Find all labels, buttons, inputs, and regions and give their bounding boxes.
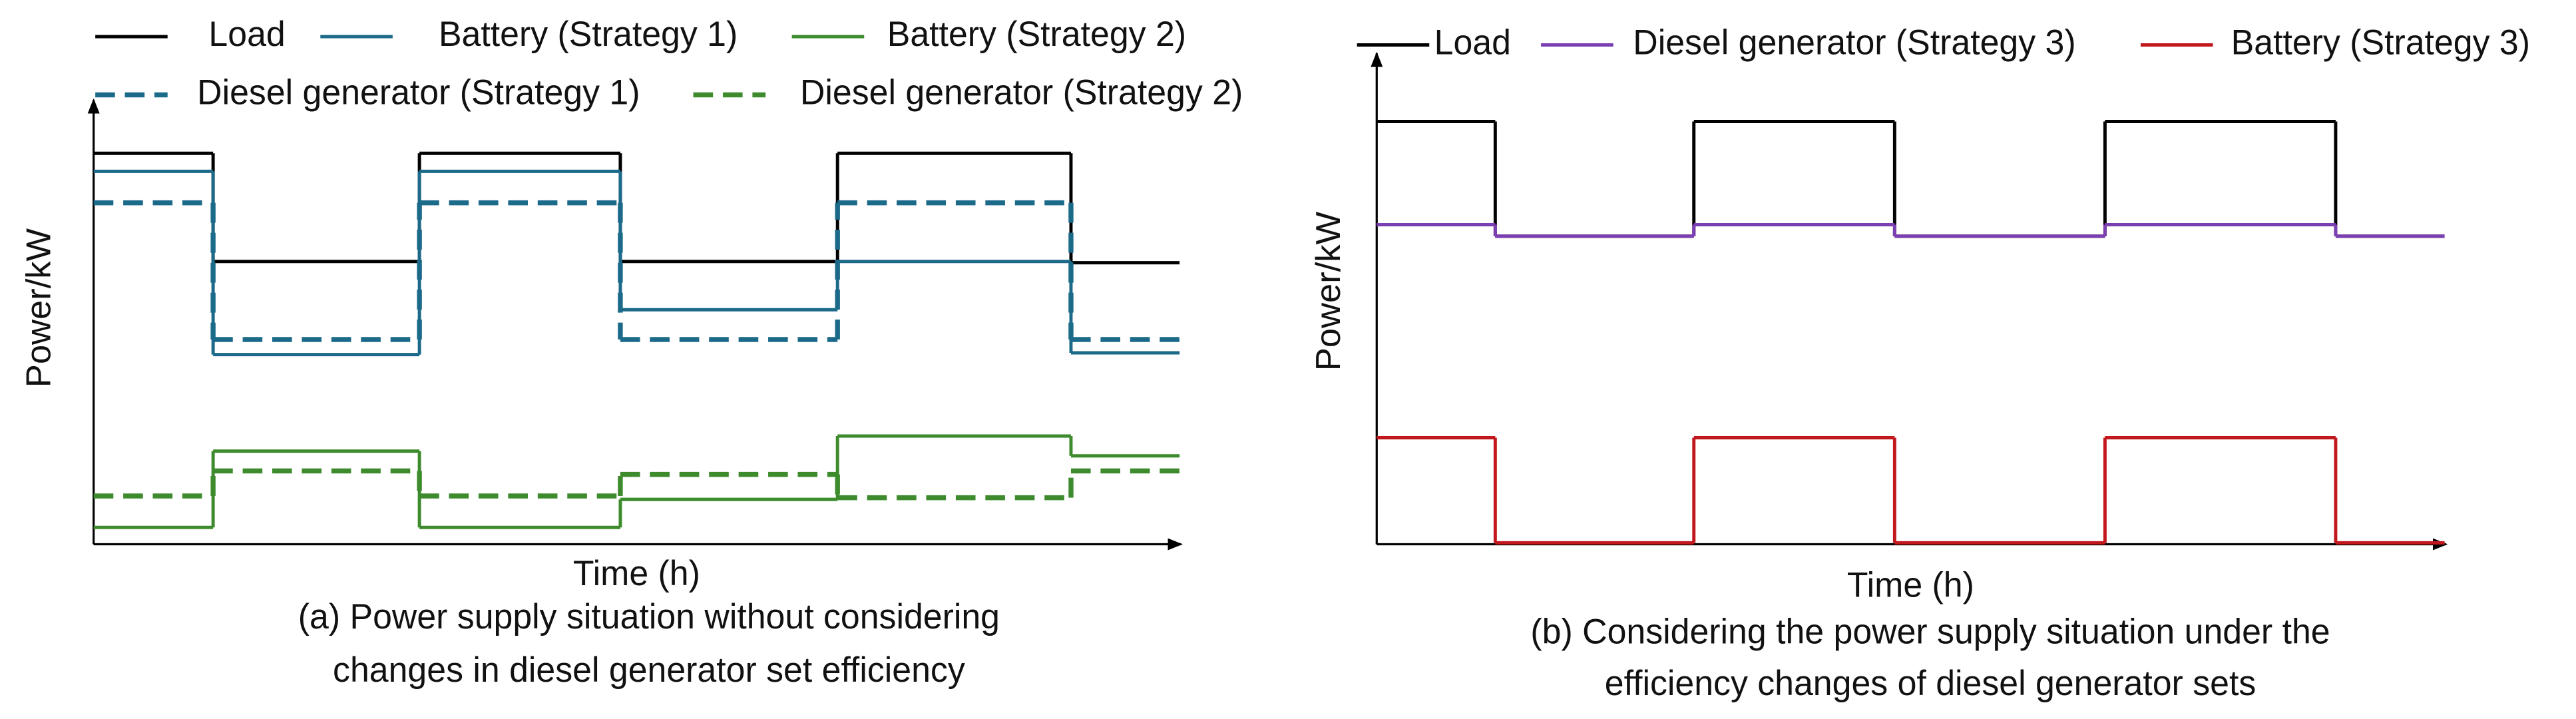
legend-label: Battery (Strategy 1) (439, 15, 738, 54)
legend-label: Battery (Strategy 3) (2231, 23, 2530, 62)
legend-label: Diesel generator (Strategy 2) (800, 73, 1243, 112)
caption: efficiency changes of diesel generator s… (1605, 664, 2256, 703)
legend-label: Battery (Strategy 2) (887, 15, 1186, 54)
y-axis-label: Power/kW (1309, 211, 1348, 371)
caption: (a) Power supply situation without consi… (298, 598, 1000, 636)
caption: changes in diesel generator set efficien… (333, 651, 965, 690)
legend-label: Diesel generator (Strategy 1) (197, 73, 640, 112)
x-axis-label: Time (h) (573, 555, 700, 593)
x-axis-label: Time (h) (1847, 566, 1974, 604)
legend-label: Load (208, 15, 285, 54)
y-axis-label: Power/kW (20, 228, 59, 387)
caption: (b) Considering the power supply situati… (1530, 612, 2330, 651)
legend-label: Load (1434, 23, 1511, 62)
legend-label: Diesel generator (Strategy 3) (1633, 23, 2075, 62)
